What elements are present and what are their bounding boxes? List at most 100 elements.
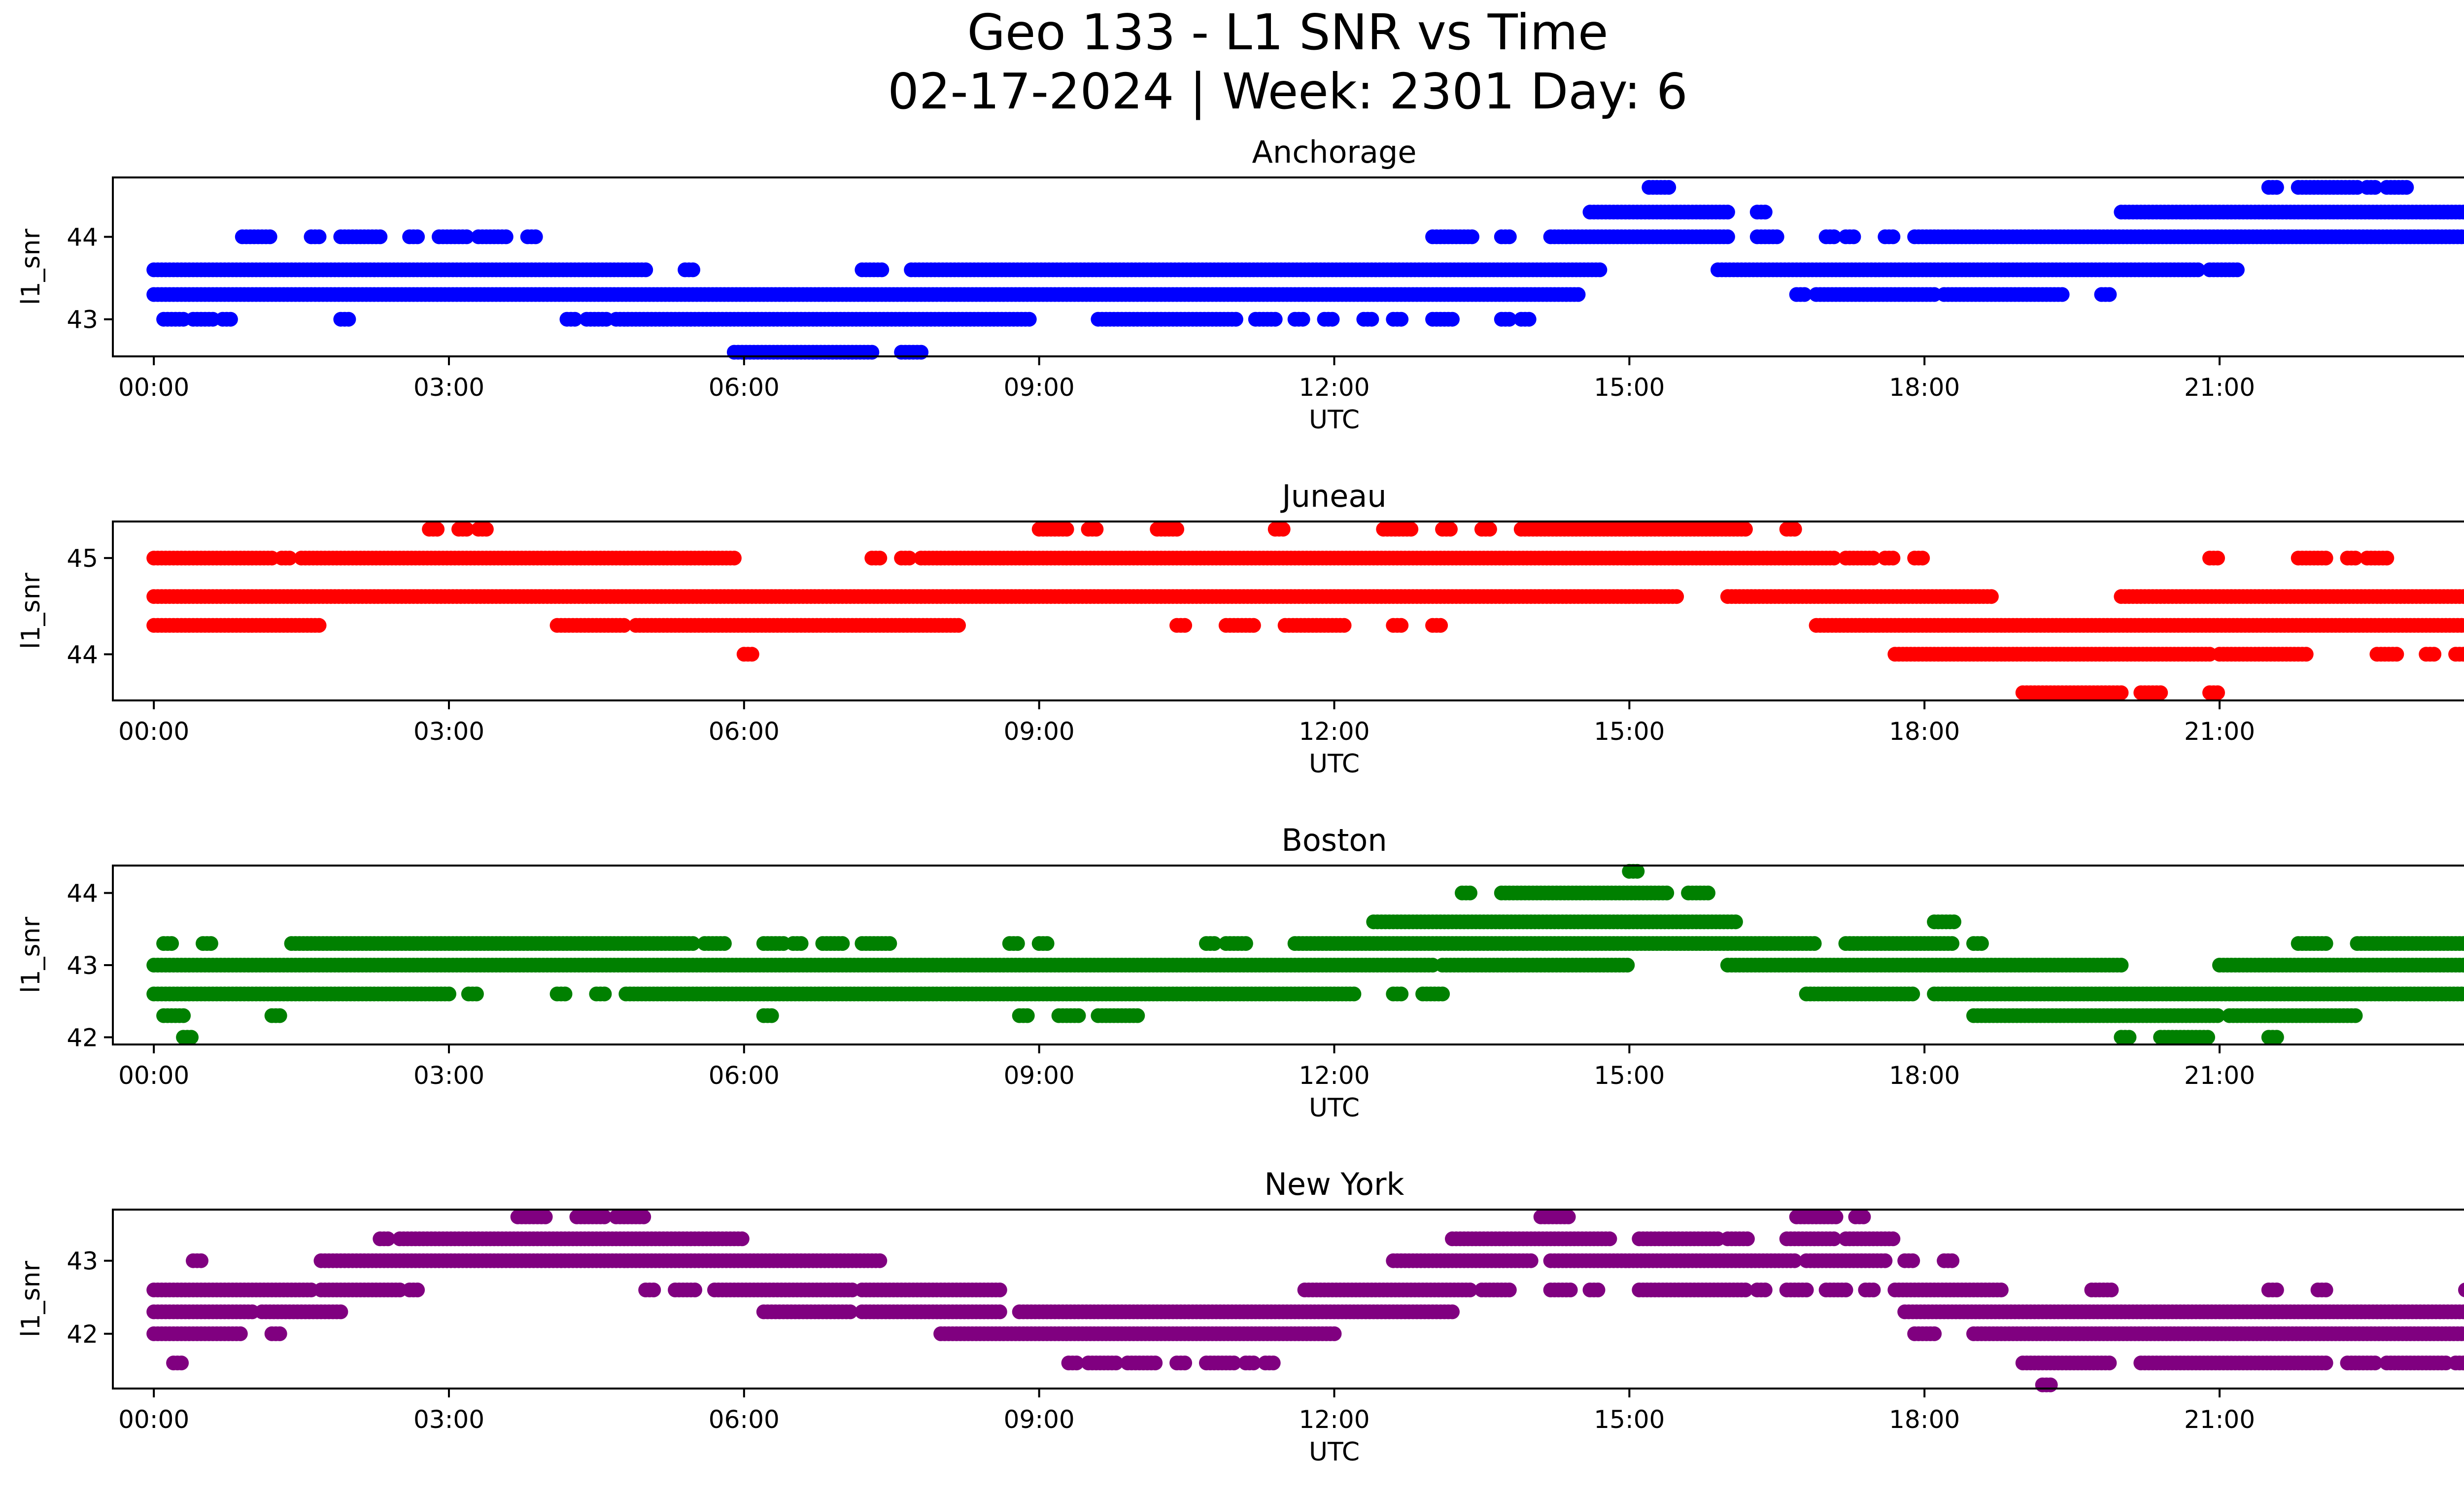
subplot-title: Boston: [1281, 822, 1387, 858]
x-axis-label: UTC: [1309, 1093, 1360, 1123]
y-tick-label: 43: [67, 306, 98, 334]
data-point: [2427, 647, 2442, 662]
x-axis-label: UTC: [1309, 405, 1360, 435]
data-point: [1295, 312, 1310, 327]
data-point: [1238, 936, 1253, 951]
subplot-title: Anchorage: [1252, 134, 1416, 170]
data-point: [2298, 647, 2314, 662]
y-tick-label: 44: [67, 223, 98, 251]
data-point: [951, 618, 966, 633]
y-tick-label: 45: [67, 544, 98, 573]
x-tick-label: 18:00: [1889, 717, 1960, 746]
subplot-panels: Anchorage 00:00 03:00 06:00 09:00 12:00 15:00 1…: [16, 134, 2464, 1467]
x-tick-label: 00:00: [118, 373, 189, 402]
data-point: [2458, 229, 2464, 244]
data-point: [1720, 229, 1735, 244]
y-axis-label: l1_snr: [16, 572, 46, 649]
x-tick-label: 03:00: [413, 373, 484, 402]
x-tick-label: 15:00: [1594, 717, 1665, 746]
data-point: [373, 229, 388, 244]
x-tick-label: 18:00: [1889, 373, 1960, 402]
data-point: [1039, 936, 1055, 951]
data-point: [1275, 522, 1291, 537]
data-point: [1661, 180, 1677, 195]
data-point: [1984, 589, 1999, 604]
x-tick-label: 06:00: [709, 373, 780, 402]
data-point: [1465, 229, 1479, 244]
data-point: [1346, 986, 1362, 1002]
data-point: [1482, 522, 1497, 537]
x-tick-label: 18:00: [1889, 1061, 1960, 1090]
data-point: [1433, 618, 1448, 633]
data-point: [1246, 618, 1261, 633]
data-point: [1571, 287, 1586, 302]
data-point: [1394, 312, 1409, 327]
data-point: [1325, 312, 1340, 327]
data-point: [2367, 180, 2383, 195]
data-point: [685, 262, 700, 278]
y-axis-label: l1_snr: [16, 916, 46, 993]
data-point: [1463, 885, 1477, 901]
scatter-series: [146, 522, 2464, 700]
y-tick-label: 44: [67, 879, 98, 908]
data-point: [1915, 551, 1930, 566]
data-point: [2122, 1030, 2137, 1045]
x-tick-label: 21:00: [2184, 717, 2255, 746]
x-tick-label: 09:00: [1004, 717, 1075, 746]
data-point: [1364, 312, 1379, 327]
data-point: [498, 229, 513, 244]
data-point: [430, 522, 445, 537]
data-point: [1738, 522, 1753, 537]
data-point: [2348, 1008, 2363, 1023]
data-point: [2102, 287, 2117, 302]
y-tick-label: 44: [67, 640, 98, 669]
data-point: [2114, 958, 2129, 973]
data-point: [1071, 1008, 1086, 1023]
data-point: [2462, 232, 2464, 242]
data-point: [2389, 647, 2404, 662]
scatter-series: [146, 180, 2464, 360]
data-point: [2460, 206, 2464, 219]
y-tick-label: 42: [67, 1023, 98, 1052]
x-tick-label: 21:00: [2184, 373, 2255, 402]
data-point: [557, 986, 573, 1002]
data-point: [410, 229, 425, 244]
data-point: [1669, 589, 1684, 604]
data-point: [2379, 551, 2395, 566]
data-point: [223, 312, 238, 327]
data-point: [882, 936, 897, 951]
x-tick-label: 12:00: [1299, 1061, 1369, 1090]
data-point: [744, 647, 759, 662]
data-point: [764, 1008, 779, 1023]
data-point: [2269, 180, 2284, 195]
data-point: [1846, 229, 1861, 244]
data-point: [203, 936, 218, 951]
data-point: [311, 229, 327, 244]
data-point: [1010, 936, 1025, 951]
data-point: [1974, 936, 1989, 951]
data-point: [874, 262, 890, 278]
data-point: [2269, 1030, 2284, 1045]
data-point: [311, 618, 327, 633]
x-tick-label: 03:00: [413, 1061, 484, 1090]
data-point: [1945, 936, 1960, 951]
data-point: [1020, 1008, 1035, 1023]
data-point: [1885, 551, 1901, 566]
data-point: [2200, 1030, 2215, 1045]
data-point: [1089, 522, 1104, 537]
data-point: [2399, 180, 2414, 195]
data-point: [1394, 618, 1409, 633]
data-point: [1885, 229, 1901, 244]
data-point: [864, 345, 880, 360]
subplot-title: New York: [1265, 1166, 1404, 1202]
data-point: [1502, 229, 1517, 244]
data-point: [2318, 551, 2333, 566]
data-point: [1720, 205, 1735, 220]
data-point: [872, 551, 888, 566]
data-point: [1169, 522, 1185, 537]
data-point: [1445, 312, 1460, 327]
data-point: [1787, 522, 1802, 537]
data-point: [1947, 914, 1961, 930]
data-point: [2054, 287, 2070, 302]
data-point: [1728, 914, 1743, 930]
